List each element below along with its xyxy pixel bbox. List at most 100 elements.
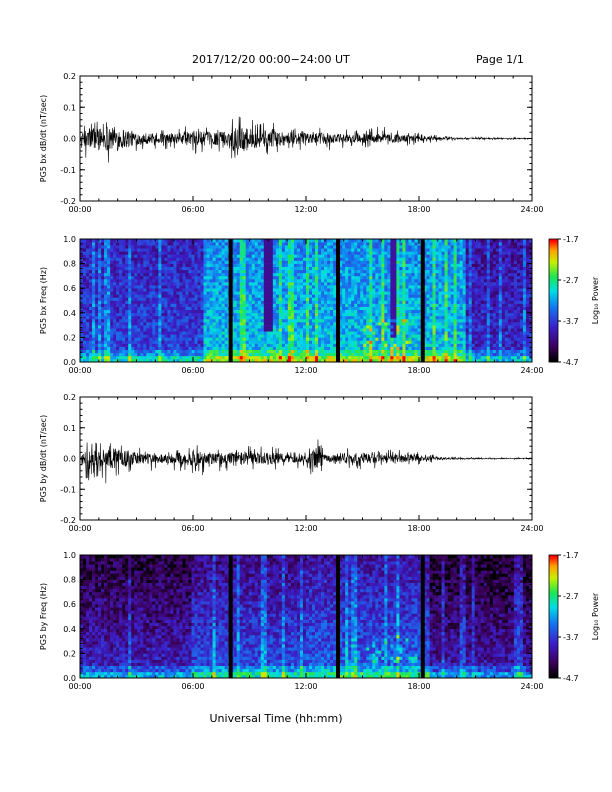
spectrogram-cell	[116, 285, 120, 289]
spectrogram-cell	[200, 282, 204, 286]
spectrogram-cell	[432, 242, 436, 246]
spectrogram-cell	[333, 346, 337, 351]
spectrogram-cell	[432, 260, 436, 264]
spectrogram-cell	[275, 306, 280, 311]
spectrogram-cell	[366, 340, 370, 344]
spectrogram-cell	[366, 285, 370, 289]
spectrogram-cell	[312, 349, 316, 354]
spectrogram-cell	[405, 245, 409, 249]
spectrogram-cell	[441, 334, 445, 338]
spectrogram-cell	[197, 337, 201, 341]
spectrogram-cell	[324, 260, 328, 264]
spectrogram-cell	[182, 285, 186, 289]
spectrogram-cell	[360, 239, 364, 243]
spectrogram-cell	[272, 309, 277, 314]
spectrogram-cell	[245, 266, 250, 271]
spectrogram-cell	[378, 303, 382, 307]
spectrogram-cell	[164, 297, 168, 301]
spectrogram-cell	[429, 322, 433, 326]
spectrogram-cell	[89, 340, 93, 344]
spectrogram-cell	[302, 340, 307, 344]
spectrogram-cell	[444, 334, 448, 338]
spectrogram-cell	[281, 257, 286, 261]
spectrogram-cell	[107, 340, 111, 344]
spectrogram-cell	[342, 343, 346, 347]
spectrogram-cell	[98, 282, 102, 286]
spectrogram-cell	[405, 300, 409, 304]
spectrogram-cell	[134, 260, 138, 264]
spectrogram-cell	[381, 337, 385, 341]
spectrogram-cell	[173, 315, 177, 320]
spectrogram-cell	[435, 349, 439, 354]
spectrogram-cell	[275, 300, 280, 304]
spectrogram-cell	[290, 355, 295, 360]
spectrogram-cell	[327, 334, 331, 338]
spectrogram-cell	[393, 285, 397, 289]
spectrogram-cell	[122, 343, 126, 347]
spectrogram-cell	[296, 303, 301, 307]
spectrogram-cell	[363, 328, 367, 332]
spectrogram-cell	[242, 315, 247, 320]
spectrogram-cell	[221, 282, 225, 286]
spectrogram-cell	[260, 318, 265, 323]
spectrogram-cell	[236, 275, 240, 280]
spectrogram-cell	[110, 312, 114, 317]
spectrogram-cell	[266, 297, 271, 301]
spectrogram-cell	[306, 325, 310, 329]
spectrogram-cell	[302, 278, 307, 283]
spectrogram-cell	[312, 245, 316, 249]
spectrogram-cell	[372, 260, 376, 264]
spectrogram-cell	[92, 322, 96, 326]
spectrogram-cell	[182, 242, 186, 246]
spectrogram-cell	[122, 260, 126, 264]
spectrogram-cell	[179, 294, 183, 298]
spectrogram-cell	[197, 242, 201, 246]
spectrogram-cell	[396, 248, 400, 252]
spectrogram-cell	[116, 294, 120, 298]
spectrogram-cell	[278, 300, 283, 304]
spectrogram-cell	[200, 325, 204, 329]
spectrogram-cell	[381, 288, 385, 292]
spectrogram-cell	[95, 337, 99, 341]
spectrogram-cell	[113, 309, 117, 314]
spectrogram-cell	[342, 263, 346, 267]
spectrogram-cell	[128, 349, 132, 354]
spectrogram-cell	[381, 343, 385, 347]
spectrogram-cell	[435, 331, 439, 335]
spectrogram-cell	[369, 306, 373, 311]
spectrogram-cell	[110, 309, 114, 314]
spectrogram-cell	[239, 309, 244, 314]
spectrogram-cell	[164, 245, 168, 249]
spectrogram-cell	[396, 346, 400, 351]
spectrogram-cell	[119, 346, 123, 351]
spectrogram-cell	[342, 269, 346, 274]
spectrogram-cell	[86, 352, 90, 357]
spectrogram-cell	[269, 337, 274, 341]
spectrogram-cell	[203, 245, 207, 249]
spectrogram-cell	[242, 260, 247, 264]
spectrogram-cell	[212, 315, 216, 320]
spectrogram-cell	[164, 312, 168, 317]
spectrogram-cell	[263, 269, 268, 274]
spectrogram-cell	[89, 306, 93, 311]
spectrogram-cell	[315, 239, 319, 243]
spectrogram-cell	[239, 331, 244, 335]
spectrogram-cell	[119, 349, 123, 354]
spectrogram-cell	[414, 254, 418, 258]
spectrogram-cell	[203, 331, 207, 335]
spectrogram-cell	[354, 337, 358, 341]
spectrogram-cell	[131, 275, 135, 280]
spectrogram-cell	[224, 285, 228, 289]
spectrogram-cell	[432, 248, 436, 252]
spectrogram-cell	[306, 358, 310, 363]
spectrogram-cell	[110, 315, 114, 320]
spectrogram-cell	[278, 325, 283, 329]
spectrogram-cell	[251, 358, 256, 363]
spectrogram-cell	[318, 291, 322, 295]
spectrogram-cell	[327, 260, 331, 264]
spectrogram-cell	[272, 242, 277, 246]
spectrogram-cell	[260, 328, 265, 332]
spectrogram-cell	[372, 251, 376, 255]
spectrogram-cell	[182, 355, 186, 360]
spectrogram-cell	[104, 346, 108, 351]
